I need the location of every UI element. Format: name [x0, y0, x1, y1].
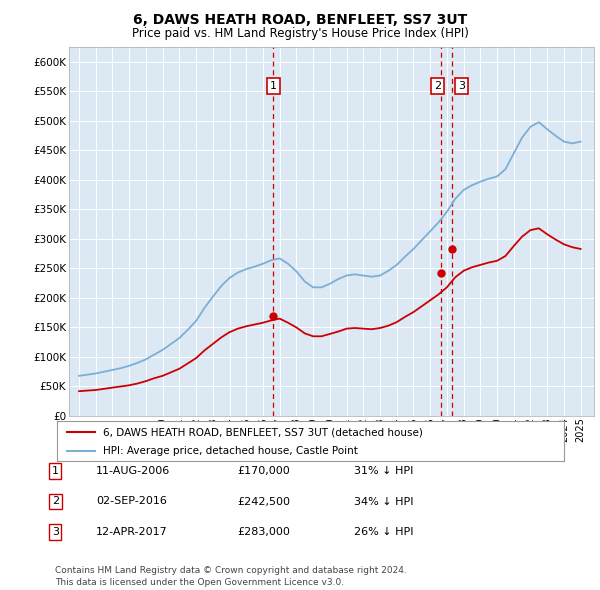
Text: 1: 1: [52, 466, 59, 476]
Text: 3: 3: [52, 527, 59, 537]
Text: 31% ↓ HPI: 31% ↓ HPI: [354, 466, 413, 476]
Text: 02-SEP-2016: 02-SEP-2016: [96, 497, 167, 506]
Text: 11-AUG-2006: 11-AUG-2006: [96, 466, 170, 476]
Text: £283,000: £283,000: [237, 527, 290, 537]
Text: 3: 3: [458, 81, 465, 91]
Text: 2: 2: [434, 81, 441, 91]
Text: 6, DAWS HEATH ROAD, BENFLEET, SS7 3UT: 6, DAWS HEATH ROAD, BENFLEET, SS7 3UT: [133, 13, 467, 27]
Text: Contains HM Land Registry data © Crown copyright and database right 2024.
This d: Contains HM Land Registry data © Crown c…: [55, 566, 407, 587]
Text: 12-APR-2017: 12-APR-2017: [96, 527, 168, 537]
Text: 1: 1: [270, 81, 277, 91]
Text: 2: 2: [52, 497, 59, 506]
Text: Price paid vs. HM Land Registry's House Price Index (HPI): Price paid vs. HM Land Registry's House …: [131, 27, 469, 40]
Text: 34% ↓ HPI: 34% ↓ HPI: [354, 497, 413, 506]
Text: £242,500: £242,500: [237, 497, 290, 506]
Text: £170,000: £170,000: [237, 466, 290, 476]
Text: 6, DAWS HEATH ROAD, BENFLEET, SS7 3UT (detached house): 6, DAWS HEATH ROAD, BENFLEET, SS7 3UT (d…: [103, 427, 422, 437]
Text: 26% ↓ HPI: 26% ↓ HPI: [354, 527, 413, 537]
Text: HPI: Average price, detached house, Castle Point: HPI: Average price, detached house, Cast…: [103, 445, 358, 455]
